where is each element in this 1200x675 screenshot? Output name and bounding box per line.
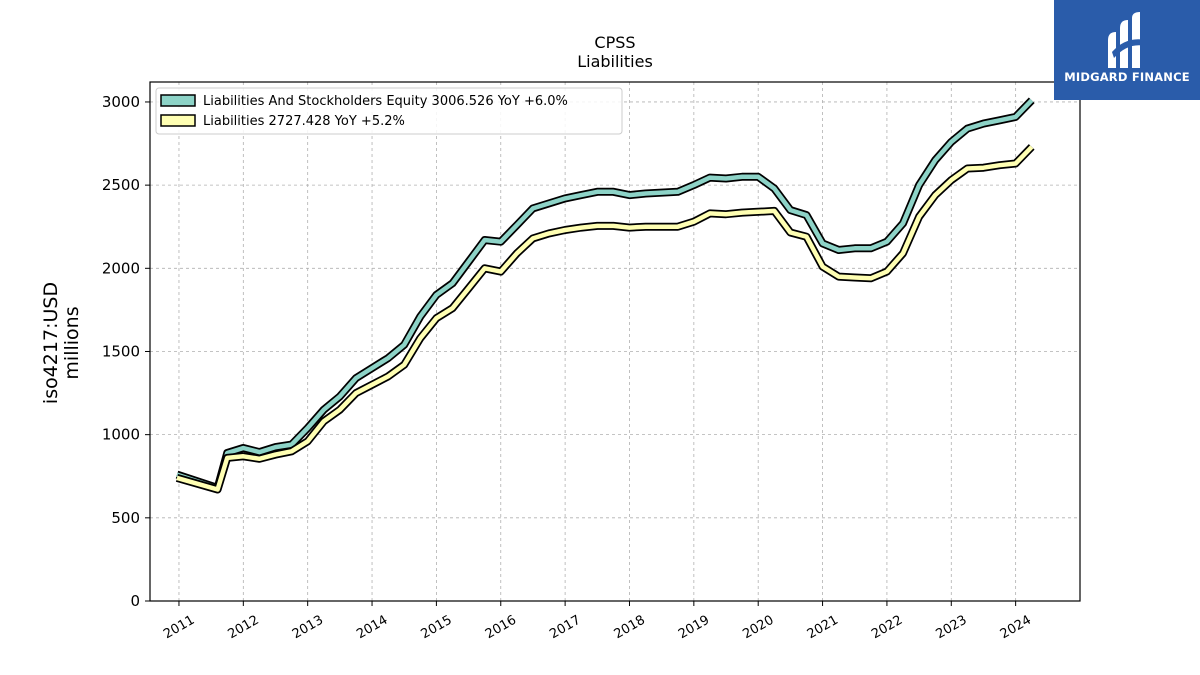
x-tick-label: 2015 [419,613,455,643]
y-tick-label: 1500 [102,342,140,360]
plot-frame [149,81,1081,602]
y-tick-label: 500 [111,509,140,527]
x-tick-label: 2024 [998,613,1034,643]
chart-title: CPSS [594,33,635,52]
x-tick-label: 2012 [225,613,261,643]
x-tick-label: 2016 [483,613,519,643]
y-tick-label: 0 [130,592,140,610]
grid-lines [150,82,1080,602]
x-tick-label: 2020 [740,613,776,643]
logo-mark-icon [1108,12,1146,68]
y-tick-label: 2500 [102,176,140,194]
y-axis-label-line2: millions [61,306,83,379]
legend-box [155,87,623,135]
legend: Liabilities And Stockholders Equity 3006… [155,87,623,135]
legend-label-1: Liabilities 2727.428 YoY +5.2% [203,114,405,129]
x-tick-label: 2013 [290,613,326,643]
legend-label-0: Liabilities And Stockholders Equity 3006… [203,94,568,109]
brand-name: MIDGARD FINANCE [1064,70,1190,84]
brand-logo: MIDGARD FINANCE [1054,0,1200,100]
x-tick-label: 2021 [805,613,841,643]
y-tick-label: 1000 [102,426,140,444]
x-tick-label: 2017 [547,613,583,643]
series-line-0 [176,98,1034,491]
y-tick-label: 2000 [102,259,140,277]
legend-swatch-0 [160,94,196,107]
x-tick-label: 2023 [933,613,969,643]
x-axis: 2011 2012 2013 2014 2015 2016 2017 2018 2019 2020… [161,601,1034,642]
series-lines [175,97,1035,494]
x-tick-label: 2019 [676,613,712,643]
y-axis: 0 500 1000 1500 2000 2500 3000 [102,93,150,610]
series-line-1 [176,145,1034,492]
y-axis-label-line1: iso4217:USD [40,282,62,404]
x-tick-label: 2018 [612,613,648,643]
x-tick-label: 2011 [161,613,197,643]
legend-swatch-1 [160,114,196,127]
chart-subtitle: Liabilities [577,52,653,71]
series-outline-1 [175,144,1035,494]
x-tick-label: 2014 [354,613,390,643]
x-tick-label: 2022 [869,613,905,643]
y-tick-label: 3000 [102,93,140,111]
